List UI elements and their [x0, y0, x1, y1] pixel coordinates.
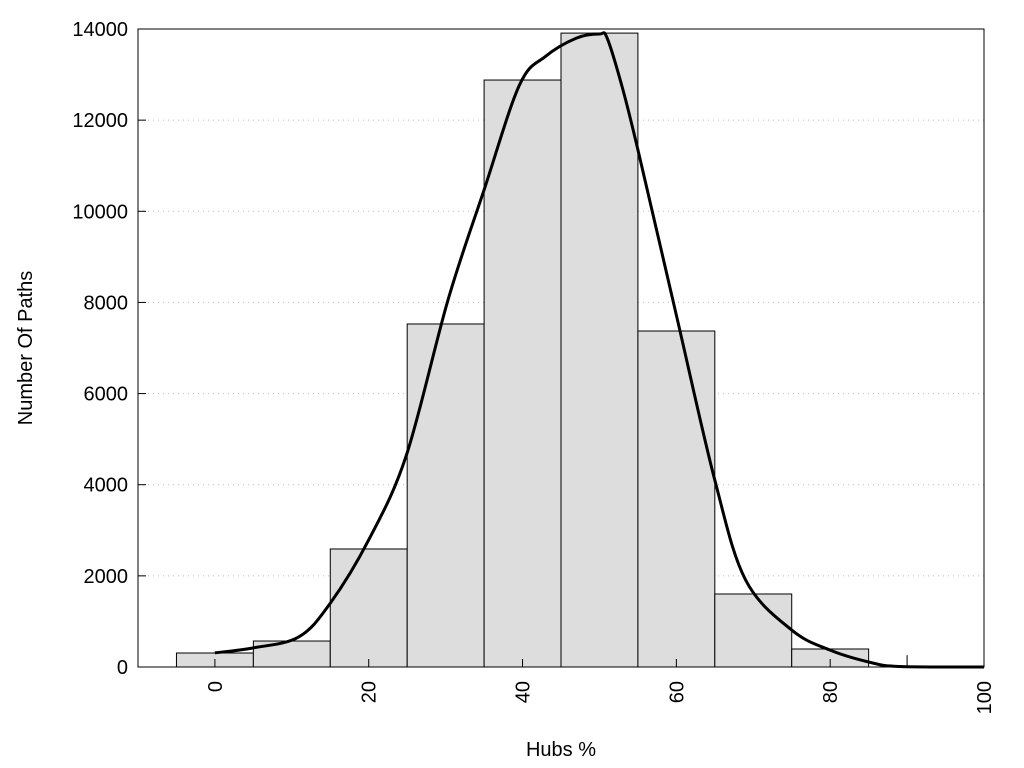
bar — [329, 548, 408, 668]
y-tick-label: 14000 — [72, 19, 128, 41]
y-tick-label: 6000 — [84, 384, 129, 406]
x-tick-label: 100 — [974, 681, 996, 714]
y-axis-label: Number Of Paths — [15, 271, 37, 426]
x-tick-label: 20 — [359, 681, 381, 703]
x-axis-label: Hubs % — [526, 739, 596, 761]
x-axis-ticks: 0 20 40 60 80 100 — [205, 659, 996, 714]
density-curve — [214, 31, 985, 669]
y-tick-label: 2000 — [84, 566, 129, 588]
density-curve-line — [214, 31, 985, 669]
y-tick-label: 8000 — [84, 292, 129, 314]
y-tick-label: 10000 — [72, 201, 128, 223]
bar — [714, 593, 793, 668]
bars — [175, 32, 908, 668]
bar — [560, 32, 639, 668]
bar — [406, 323, 485, 668]
y-tick-label: 0 — [117, 657, 128, 679]
bar — [483, 79, 562, 668]
x-tick-label: 40 — [513, 681, 535, 703]
x-tick-label: 60 — [666, 681, 688, 703]
y-axis-ticks: 0 2000 4000 6000 8000 10000 12000 14000 — [72, 19, 146, 679]
x-tick-label: 80 — [820, 681, 842, 703]
y-tick-label: 12000 — [72, 110, 128, 132]
y-tick-label: 4000 — [84, 475, 129, 497]
plot-frame — [137, 28, 985, 668]
grid-lines — [138, 119, 984, 577]
bar — [637, 330, 716, 668]
x-tick-label: 0 — [205, 681, 227, 692]
